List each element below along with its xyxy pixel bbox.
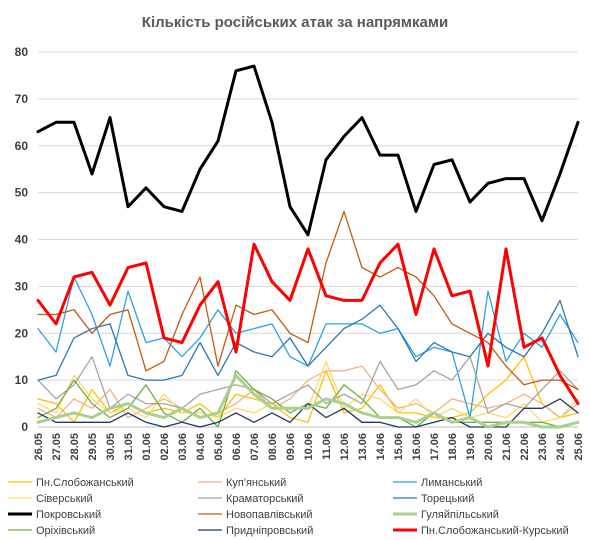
x-tick-label: 02.06 bbox=[159, 433, 171, 461]
x-axis: 26.05 27.05 28.05 29.05 30.05 31.05 01.06 02.06… bbox=[33, 433, 585, 461]
legend-label: Оріхівський bbox=[36, 525, 95, 537]
x-tick-label: 09.06 bbox=[285, 433, 297, 461]
x-tick-label: 13.06 bbox=[357, 433, 369, 461]
legend-label: Покровський bbox=[36, 509, 101, 521]
chart-title: Кількість російських атак за напрямками bbox=[142, 14, 448, 31]
x-tick-label: 29.05 bbox=[87, 433, 99, 461]
x-tick-label: 24.06 bbox=[555, 433, 567, 461]
legend-label: Новопавлівський bbox=[226, 509, 312, 521]
series-line-7 bbox=[36, 64, 580, 237]
x-tick-label: 12.06 bbox=[339, 433, 351, 461]
series-line-5 bbox=[37, 356, 579, 414]
x-tick-label: 23.06 bbox=[537, 433, 549, 461]
y-axis: 0 10 20 30 40 50 60 70 80 bbox=[15, 45, 29, 434]
x-tick-label: 08.06 bbox=[267, 433, 279, 461]
x-tick-label: 31.05 bbox=[123, 433, 135, 461]
legend-label: Пн.Слобожанський bbox=[36, 477, 134, 489]
x-tick-label: 04.06 bbox=[195, 433, 207, 461]
x-tick-label: 27.05 bbox=[51, 433, 63, 461]
series-line-8 bbox=[37, 210, 579, 391]
gridlines bbox=[38, 51, 578, 381]
x-tick-label: 21.06 bbox=[501, 433, 513, 461]
x-tick-label: 16.06 bbox=[411, 433, 423, 461]
x-tick-label: 18.06 bbox=[447, 433, 459, 461]
legend: Пн.Слобожанський Куп'янський Лиманський Сів… bbox=[8, 477, 569, 537]
legend-label: Гуляйпільський bbox=[421, 509, 499, 521]
x-tick-label: 30.05 bbox=[105, 433, 117, 461]
x-tick-label: 26.05 bbox=[33, 433, 45, 461]
series-line-12 bbox=[36, 242, 580, 406]
x-tick-label: 10.06 bbox=[303, 433, 315, 461]
legend-label: Сіверський bbox=[36, 493, 93, 505]
x-tick-label: 20.06 bbox=[483, 433, 495, 461]
x-tick-label: 05.06 bbox=[213, 433, 225, 461]
x-tick-label: 15.06 bbox=[393, 433, 405, 461]
legend-label: Лиманський bbox=[421, 477, 482, 489]
y-tick-label: 70 bbox=[15, 92, 29, 106]
series-line-2 bbox=[37, 365, 579, 419]
y-tick-label: 20 bbox=[15, 326, 29, 340]
x-tick-label: 03.06 bbox=[177, 433, 189, 461]
legend-label: Куп'янський bbox=[226, 477, 286, 489]
x-tick-label: 07.06 bbox=[249, 433, 261, 461]
series-lines bbox=[36, 64, 580, 429]
series-line-6 bbox=[37, 299, 579, 381]
y-tick-label: 80 bbox=[15, 45, 29, 59]
x-tick-label: 25.06 bbox=[573, 433, 585, 461]
x-tick-label: 28.05 bbox=[69, 433, 81, 461]
x-tick-label: 19.06 bbox=[465, 433, 477, 461]
y-tick-label: 50 bbox=[15, 186, 29, 200]
x-tick-label: 01.06 bbox=[141, 433, 153, 461]
y-tick-label: 60 bbox=[15, 139, 29, 153]
legend-label: Краматорський bbox=[226, 493, 304, 505]
y-tick-label: 40 bbox=[15, 233, 29, 247]
y-tick-label: 10 bbox=[15, 373, 29, 387]
series-line-9 bbox=[36, 373, 580, 429]
legend-label: Торецький bbox=[421, 493, 474, 505]
x-tick-label: 17.06 bbox=[429, 433, 441, 461]
y-tick-label: 30 bbox=[15, 279, 29, 293]
x-tick-label: 22.06 bbox=[519, 433, 531, 461]
legend-label: Пн.Слобожанський-Курський bbox=[421, 525, 569, 537]
y-tick-label: 0 bbox=[21, 420, 28, 434]
x-tick-label: 11.06 bbox=[321, 433, 333, 460]
x-tick-label: 14.06 bbox=[375, 433, 387, 461]
legend-label: Придніпровський bbox=[226, 525, 313, 537]
x-tick-label: 06.06 bbox=[231, 433, 243, 461]
